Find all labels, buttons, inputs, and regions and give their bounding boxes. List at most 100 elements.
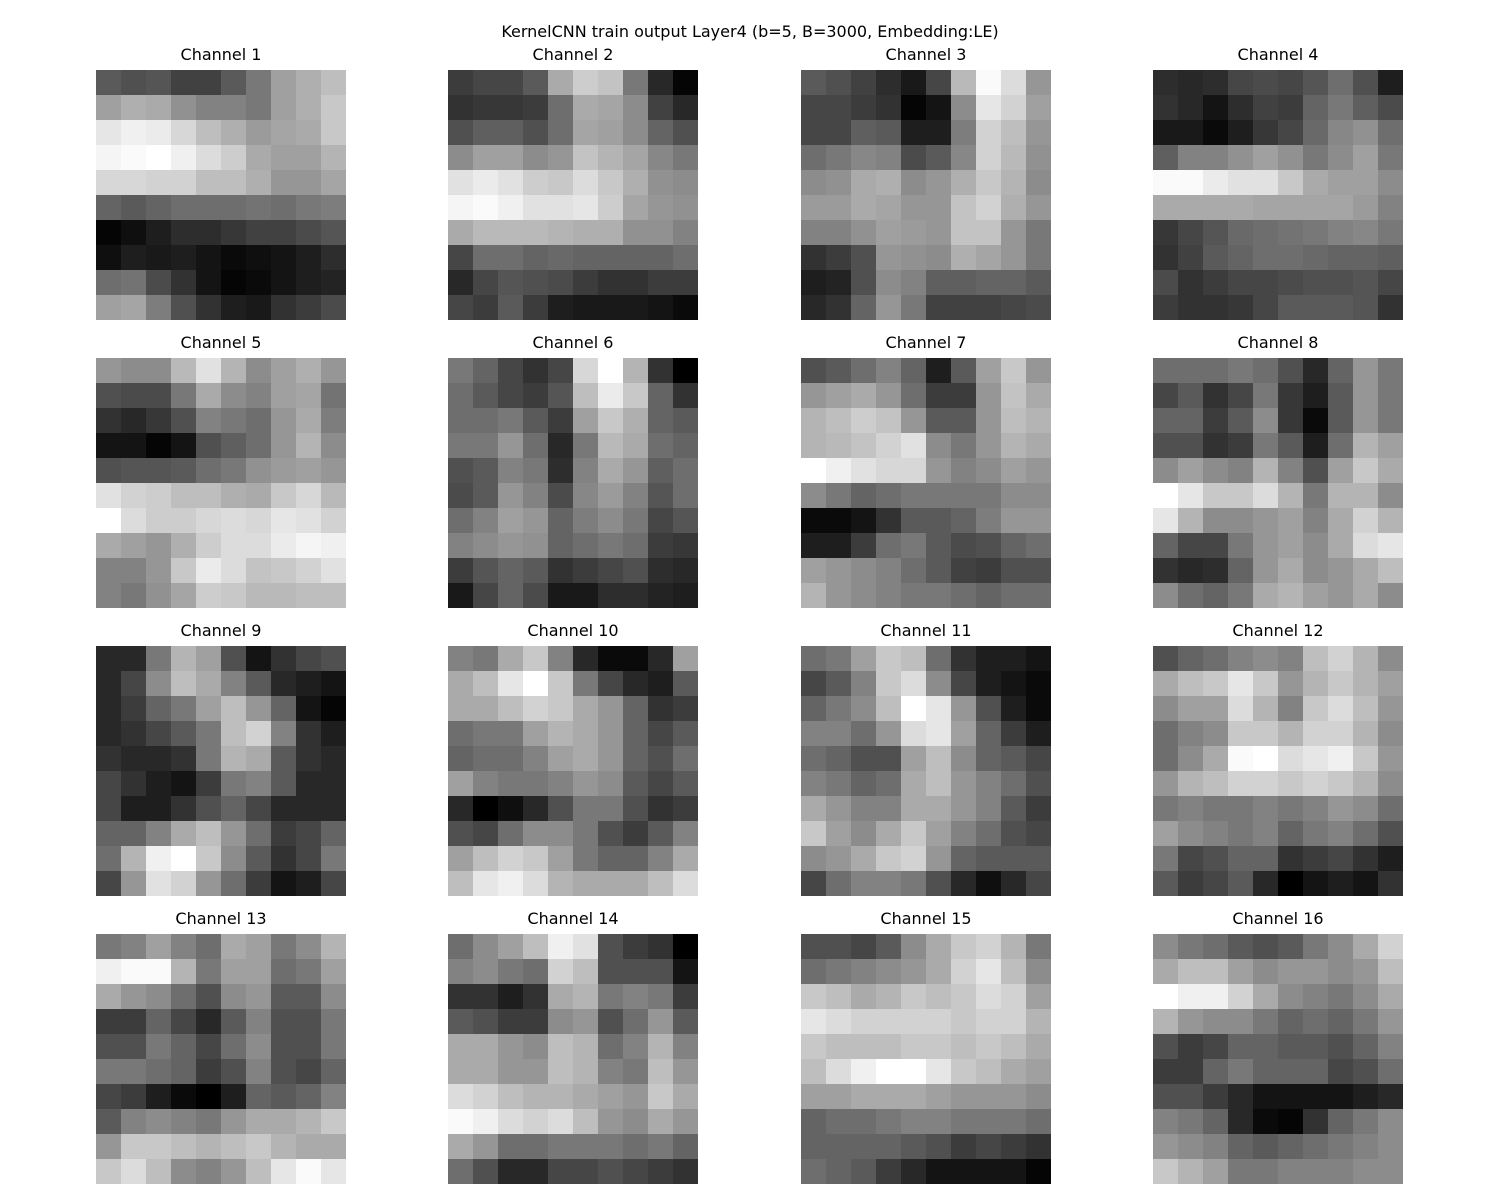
heatmap-cell-r4-c3: [523, 170, 549, 196]
heatmap-cell-r1-c5: [1278, 959, 1304, 985]
heatmap-cell-r4-c0: [801, 1034, 827, 1060]
heatmap-cell-r7-c5: [1278, 245, 1304, 271]
heatmap-cell-r6-c5: [926, 220, 952, 246]
heatmap-cell-r3-c1: [121, 1009, 147, 1035]
heatmap-cell-r6-c6: [246, 1084, 272, 1110]
heatmap-cell-r9-c3: [523, 1159, 549, 1184]
heatmap-cell-r4-c6: [598, 458, 624, 484]
heatmap-cell-r1-c2: [851, 959, 877, 985]
heatmap-cell-r7-c5: [221, 821, 247, 847]
heatmap-cell-r9-c0: [1153, 295, 1179, 320]
heatmap-cell-r1-c6: [951, 383, 977, 409]
heatmap-cell-r5-c5: [221, 1059, 247, 1085]
heatmap-cell-r2-c8: [1001, 120, 1027, 146]
heatmap-cell-r0-c9: [1378, 358, 1403, 384]
heatmap-cell-r8-c0: [1153, 1134, 1179, 1160]
heatmap-cell-r3-c9: [1378, 1009, 1403, 1035]
heatmap-11: [801, 646, 1051, 896]
heatmap-cell-r4-c8: [1001, 746, 1027, 772]
heatmap-cell-r5-c1: [826, 195, 852, 221]
heatmap-cell-r2-c2: [498, 120, 524, 146]
heatmap-cell-r0-c6: [246, 70, 272, 96]
heatmap-cell-r8-c4: [196, 1134, 222, 1160]
heatmap-cell-r0-c2: [498, 358, 524, 384]
heatmap-cell-r9-c5: [926, 583, 952, 608]
heatmap-cell-r6-c7: [1328, 508, 1354, 534]
heatmap-cell-r6-c0: [448, 1084, 474, 1110]
heatmap-cell-r5-c8: [1001, 195, 1027, 221]
heatmap-cell-r2-c4: [196, 696, 222, 722]
heatmap-cell-r6-c3: [171, 508, 197, 534]
heatmap-cell-r9-c4: [548, 1159, 574, 1184]
heatmap-cell-r1-c4: [1253, 671, 1279, 697]
heatmap-cell-r1-c6: [951, 959, 977, 985]
heatmap-cell-r7-c2: [851, 821, 877, 847]
heatmap-cell-r2-c0: [801, 408, 827, 434]
heatmap-cell-r9-c1: [121, 871, 147, 896]
panel-title: Channel 5: [180, 333, 262, 352]
heatmap-cell-r3-c0: [801, 721, 827, 747]
heatmap-cell-r2-c6: [246, 120, 272, 146]
heatmap-cell-r8-c8: [296, 1134, 322, 1160]
heatmap-cell-r6-c5: [926, 508, 952, 534]
heatmap-cell-r3-c0: [801, 145, 827, 171]
panel-title: Channel 16: [1232, 909, 1324, 928]
heatmap-cell-r3-c7: [271, 145, 297, 171]
heatmap-cell-r5-c9: [1026, 1059, 1051, 1085]
heatmap-cell-r0-c3: [523, 934, 549, 960]
heatmap-cell-r1-c0: [801, 383, 827, 409]
heatmap-cell-r9-c7: [976, 295, 1002, 320]
heatmap-cell-r7-c6: [951, 821, 977, 847]
heatmap-cell-r2-c7: [623, 696, 649, 722]
heatmap-cell-r9-c5: [573, 1159, 599, 1184]
heatmap-cell-r8-c3: [1228, 846, 1254, 872]
heatmap-cell-r5-c4: [196, 1059, 222, 1085]
heatmap-cell-r9-c6: [1303, 295, 1329, 320]
heatmap-cell-r2-c7: [976, 120, 1002, 146]
heatmap-cell-r9-c3: [523, 871, 549, 896]
heatmap-cell-r5-c1: [121, 195, 147, 221]
heatmap-cell-r0-c8: [648, 358, 674, 384]
heatmap-cell-r1-c3: [1228, 959, 1254, 985]
panel-title: Channel 3: [885, 45, 967, 64]
heatmap-cell-r4-c2: [498, 746, 524, 772]
heatmap-cell-r8-c8: [1001, 270, 1027, 296]
heatmap-cell-r6-c2: [851, 1084, 877, 1110]
heatmap-cell-r1-c7: [976, 671, 1002, 697]
heatmap-cell-r0-c8: [1353, 934, 1379, 960]
heatmap-cell-r9-c0: [1153, 871, 1179, 896]
heatmap-cell-r8-c9: [1026, 558, 1051, 584]
heatmap-cell-r1-c3: [523, 671, 549, 697]
heatmap-cell-r3-c7: [623, 433, 649, 459]
heatmap-cell-r9-c4: [901, 871, 927, 896]
heatmap-cell-r3-c1: [1178, 145, 1204, 171]
heatmap-cell-r8-c6: [598, 558, 624, 584]
heatmap-cell-r9-c3: [1228, 295, 1254, 320]
heatmap-cell-r6-c5: [926, 1084, 952, 1110]
heatmap-cell-r6-c8: [1001, 1084, 1027, 1110]
heatmap-cell-r4-c4: [901, 170, 927, 196]
heatmap-cell-r4-c0: [96, 1034, 122, 1060]
heatmap-cell-r7-c9: [321, 821, 346, 847]
heatmap-cell-r5-c0: [448, 195, 474, 221]
heatmap-cell-r1-c3: [876, 959, 902, 985]
heatmap-cell-r9-c8: [296, 871, 322, 896]
heatmap-cell-r4-c5: [221, 458, 247, 484]
heatmap-cell-r1-c9: [1026, 95, 1051, 121]
heatmap-cell-r7-c2: [498, 245, 524, 271]
heatmap-cell-r5-c7: [271, 1059, 297, 1085]
heatmap-cell-r7-c1: [1178, 1109, 1204, 1135]
heatmap-cell-r8-c6: [246, 846, 272, 872]
heatmap-cell-r1-c1: [121, 383, 147, 409]
heatmap-cell-r2-c0: [1153, 696, 1179, 722]
heatmap-cell-r4-c2: [146, 170, 172, 196]
heatmap-cell-r7-c6: [246, 245, 272, 271]
heatmap-cell-r7-c1: [473, 533, 499, 559]
heatmap-cell-r0-c7: [623, 646, 649, 672]
heatmap-cell-r3-c0: [1153, 145, 1179, 171]
heatmap-cell-r3-c2: [851, 721, 877, 747]
heatmap-cell-r9-c6: [598, 295, 624, 320]
heatmap-cell-r8-c8: [1353, 1134, 1379, 1160]
heatmap-cell-r4-c1: [826, 1034, 852, 1060]
heatmap-cell-r5-c4: [1253, 771, 1279, 797]
